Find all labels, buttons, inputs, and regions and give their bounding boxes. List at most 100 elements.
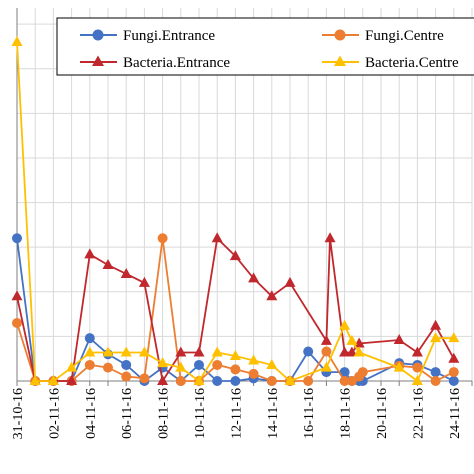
data-point (321, 346, 332, 357)
data-point (121, 371, 132, 382)
data-point (11, 36, 23, 46)
data-point (229, 350, 241, 361)
data-point (320, 334, 332, 345)
x-tick-label: 06-11-16 (120, 388, 135, 439)
data-point (353, 346, 365, 357)
data-point (353, 337, 365, 348)
data-point (339, 367, 350, 378)
data-point (11, 290, 23, 301)
data-point (211, 346, 223, 357)
data-point (84, 333, 95, 344)
data-point (346, 334, 358, 345)
data-point (248, 368, 259, 379)
data-point (29, 375, 41, 385)
data-point (66, 361, 78, 372)
data-point (430, 332, 442, 343)
data-point (84, 248, 96, 259)
data-point (211, 232, 223, 243)
x-tick-label: 16-11-16 (302, 388, 317, 439)
x-tick-labels: 31-10-16 02-11-16 04-11-16 06-11-16 08-11-16… (11, 388, 463, 439)
data-point (157, 357, 169, 368)
data-point (229, 250, 241, 261)
data-point (175, 361, 187, 372)
data-point (248, 272, 260, 283)
data-point (339, 319, 351, 330)
data-point (346, 346, 358, 357)
data-point (157, 233, 168, 244)
x-tick-label: 10-11-16 (193, 388, 208, 439)
legend-entry-bacteria-entrance: Bacteria.Entrance (80, 55, 230, 71)
data-point (138, 276, 150, 287)
legend-label-bacteria-centre: Bacteria.Centre (365, 55, 459, 71)
data-point (138, 346, 150, 357)
legend-marker-bacteria-entrance (92, 55, 104, 66)
data-point (193, 346, 205, 357)
data-point (339, 376, 350, 386)
data-point (230, 364, 241, 375)
legend-marker-fungi-entrance (92, 29, 104, 41)
data-point (266, 290, 278, 301)
series-layer (11, 36, 460, 386)
data-point (430, 367, 441, 378)
legend-entry-fungi-entrance: Fungi.Entrance (80, 28, 215, 44)
data-point (346, 376, 357, 386)
data-point (102, 259, 114, 270)
x-tick-label: 08-11-16 (157, 388, 172, 439)
data-point (194, 359, 204, 370)
legend-label-bacteria-entrance: Bacteria.Entrance (123, 55, 230, 71)
data-point (393, 361, 405, 372)
data-point (212, 359, 223, 370)
x-tick-label: 02-11-16 (47, 388, 62, 439)
data-point (12, 318, 22, 329)
data-point (357, 367, 368, 378)
data-point (448, 352, 460, 363)
data-point (411, 346, 423, 357)
data-point (175, 346, 187, 357)
data-point (448, 376, 459, 386)
data-point (193, 375, 205, 385)
data-point (103, 362, 113, 373)
data-point (266, 376, 277, 386)
data-point (120, 267, 132, 278)
data-point (230, 376, 241, 386)
x-tick-label: 22-11-16 (411, 388, 426, 439)
data-point (448, 367, 459, 378)
data-point (284, 375, 296, 385)
data-point (120, 346, 132, 357)
data-point (266, 358, 278, 369)
legend: Fungi.Entrance Fungi.Centre Bacteria.Ent… (56, 17, 474, 76)
data-point (448, 332, 460, 343)
x-tick-label: 14-11-16 (266, 388, 281, 439)
legend-marker-bacteria-centre (334, 55, 346, 66)
data-point (412, 362, 423, 373)
data-point (66, 375, 78, 385)
series-fungi-centre (12, 233, 459, 386)
data-point (84, 346, 96, 357)
data-point (339, 346, 351, 357)
series-bacteria-centre (11, 36, 460, 385)
data-point (139, 373, 150, 384)
data-point (157, 375, 169, 385)
data-point (47, 375, 59, 385)
data-point (303, 376, 314, 386)
data-point (324, 232, 336, 243)
data-point (248, 354, 260, 365)
x-tick-label: 24-11-16 (448, 388, 463, 439)
legend-entry-bacteria-centre: Bacteria.Centre (322, 55, 459, 71)
x-tick-label: 04-11-16 (84, 388, 99, 439)
x-tick-label: 12-11-16 (229, 388, 244, 439)
data-point (84, 359, 95, 370)
legend-entry-fungi-centre: Fungi.Centre (322, 28, 444, 44)
data-point (430, 319, 442, 330)
data-point (12, 233, 22, 244)
legend-marker-fungi-centre (334, 29, 346, 41)
data-point (393, 333, 405, 344)
data-point (212, 376, 223, 386)
data-point (284, 276, 296, 287)
data-point (303, 346, 314, 357)
data-point (175, 376, 186, 386)
x-tick-label: 31-10-16 (11, 388, 26, 439)
data-point (430, 376, 441, 386)
x-tick-label: 20-11-16 (375, 388, 390, 439)
